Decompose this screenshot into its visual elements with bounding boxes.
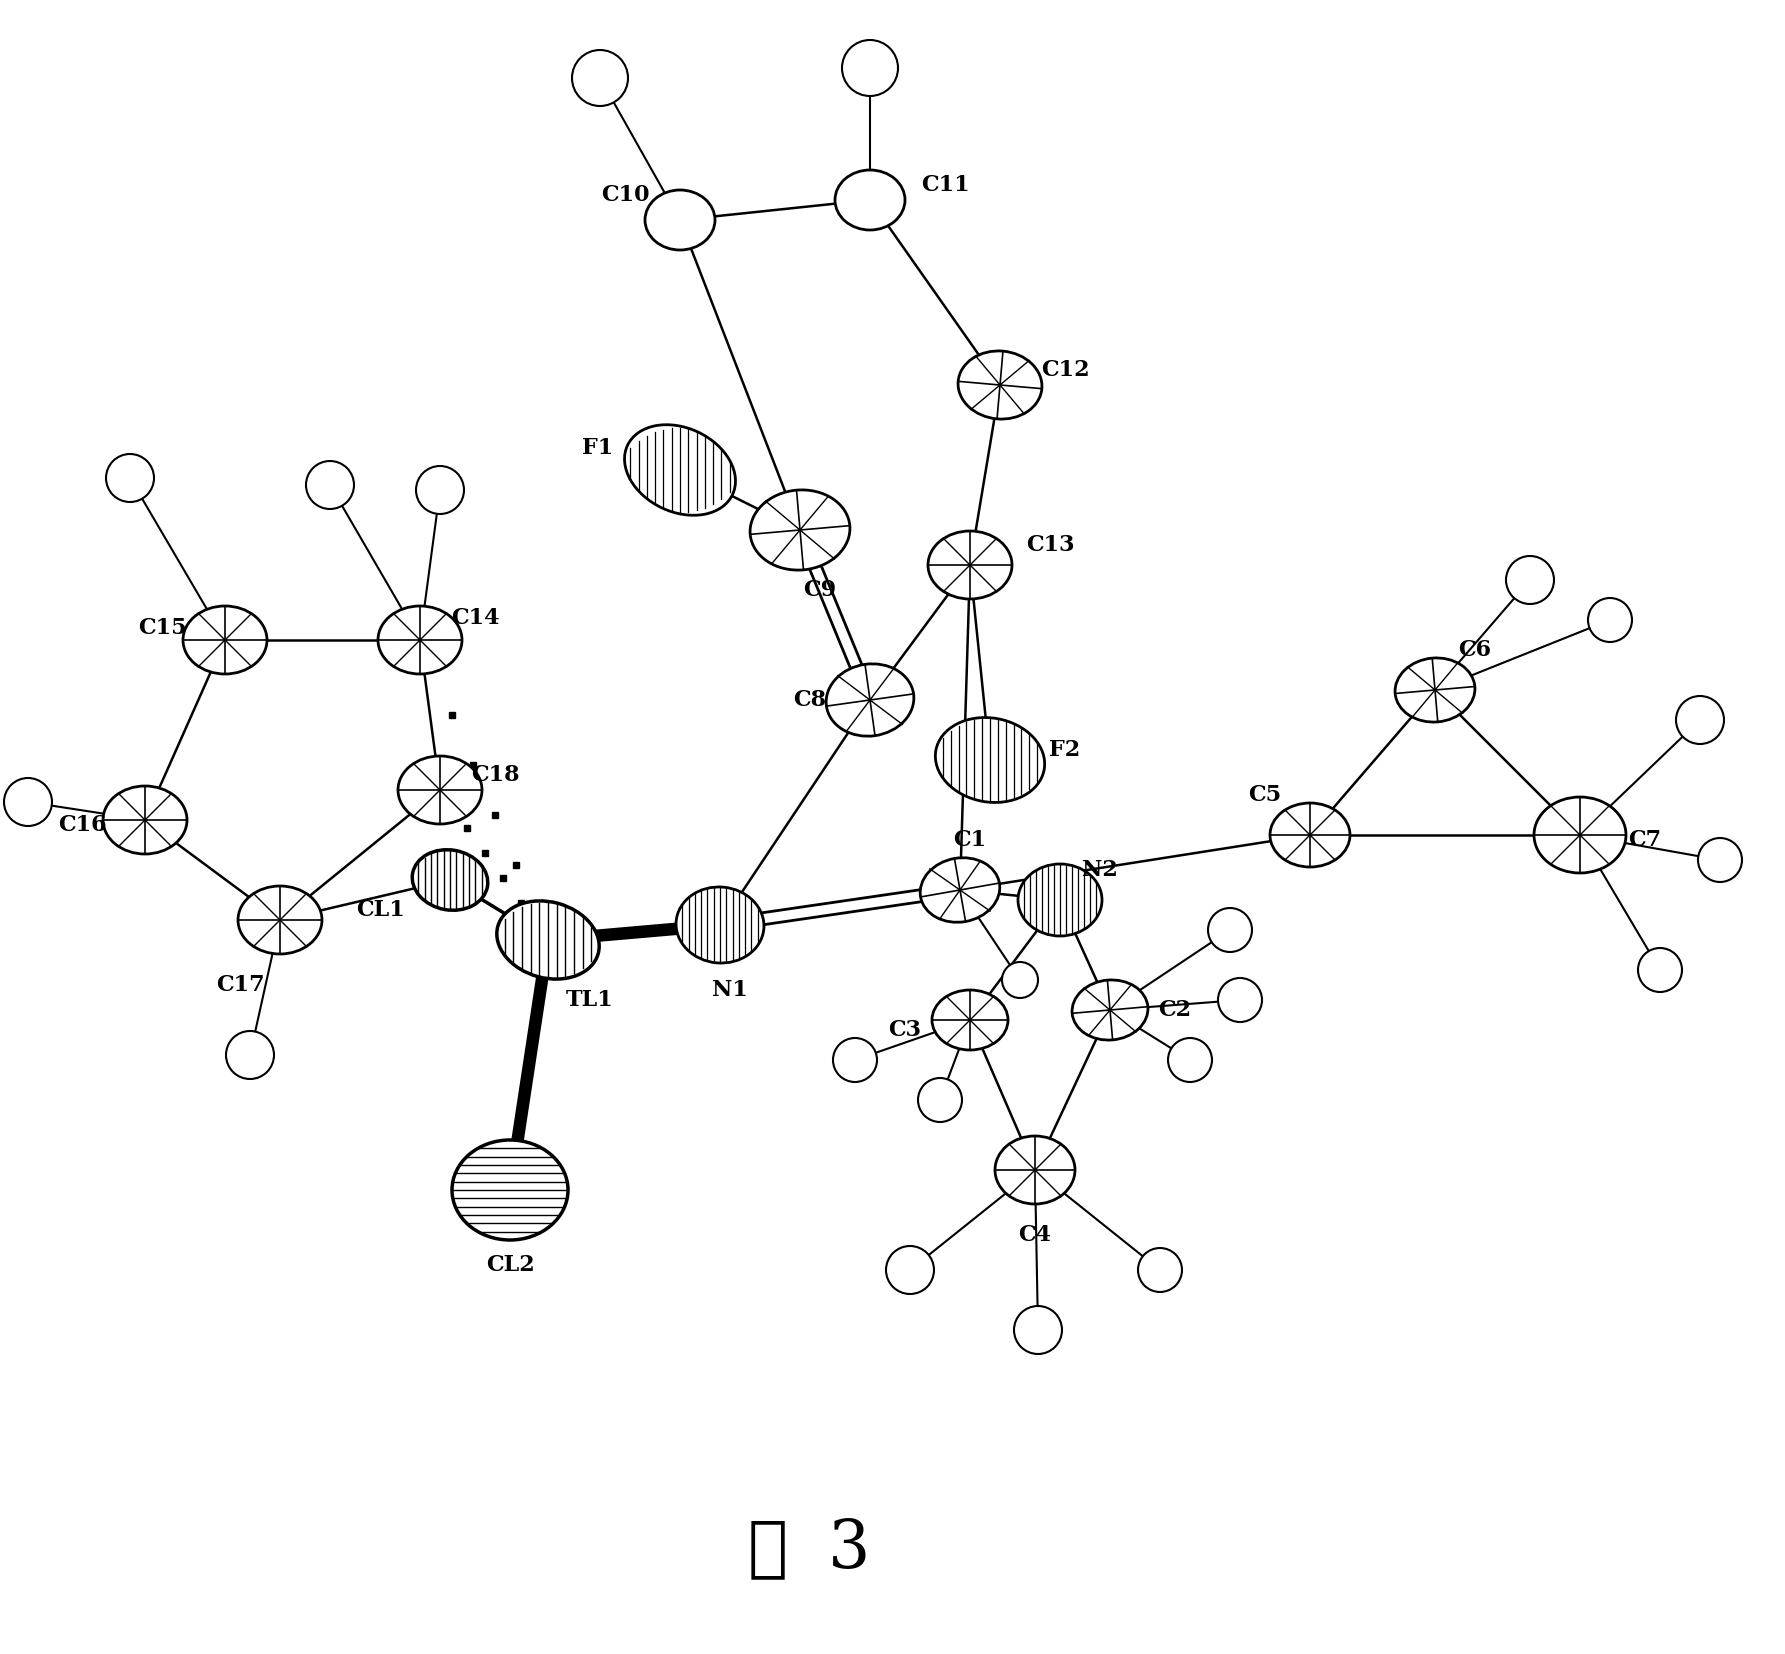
Text: C10: C10	[602, 184, 650, 207]
Ellipse shape	[1017, 863, 1101, 936]
Ellipse shape	[826, 663, 914, 736]
Ellipse shape	[4, 777, 52, 825]
Text: 3: 3	[828, 1517, 871, 1581]
Text: C2: C2	[1158, 999, 1192, 1021]
Ellipse shape	[1698, 839, 1742, 882]
Text: F2: F2	[1050, 739, 1080, 761]
Ellipse shape	[452, 1140, 568, 1240]
Ellipse shape	[932, 991, 1009, 1050]
Ellipse shape	[917, 1078, 962, 1121]
Text: C13: C13	[1026, 534, 1075, 556]
Ellipse shape	[843, 40, 898, 96]
Ellipse shape	[1639, 948, 1681, 992]
Ellipse shape	[921, 858, 1000, 923]
Ellipse shape	[1014, 1307, 1062, 1355]
Text: CL1: CL1	[355, 900, 405, 921]
Ellipse shape	[104, 786, 187, 853]
Text: C1: C1	[953, 829, 987, 852]
Text: C18: C18	[471, 764, 519, 786]
Ellipse shape	[227, 1030, 275, 1078]
Text: C9: C9	[803, 579, 837, 600]
Text: C17: C17	[216, 974, 264, 996]
Ellipse shape	[1139, 1249, 1182, 1292]
Ellipse shape	[184, 605, 268, 673]
Ellipse shape	[835, 170, 905, 230]
Ellipse shape	[1208, 908, 1251, 953]
Ellipse shape	[496, 901, 600, 979]
Ellipse shape	[959, 351, 1042, 418]
Ellipse shape	[398, 756, 482, 824]
Text: N1: N1	[712, 979, 748, 1001]
Ellipse shape	[750, 490, 850, 571]
Ellipse shape	[1167, 1039, 1212, 1082]
Text: C12: C12	[1041, 359, 1089, 380]
Ellipse shape	[1507, 556, 1555, 604]
Ellipse shape	[834, 1039, 876, 1082]
Ellipse shape	[935, 718, 1044, 802]
Ellipse shape	[677, 887, 764, 963]
Text: C11: C11	[921, 174, 969, 197]
Ellipse shape	[885, 1245, 934, 1293]
Ellipse shape	[1001, 963, 1039, 997]
Ellipse shape	[416, 466, 464, 514]
Text: C3: C3	[889, 1019, 921, 1040]
Ellipse shape	[625, 425, 735, 516]
Ellipse shape	[237, 887, 321, 954]
Ellipse shape	[1589, 599, 1631, 642]
Ellipse shape	[1533, 797, 1626, 873]
Text: C5: C5	[1248, 784, 1282, 805]
Text: F1: F1	[582, 437, 614, 460]
Text: CL2: CL2	[486, 1254, 534, 1275]
Text: C14: C14	[452, 607, 500, 629]
Text: C7: C7	[1628, 829, 1662, 852]
Text: C8: C8	[794, 690, 826, 711]
Ellipse shape	[1269, 802, 1349, 867]
Ellipse shape	[105, 453, 154, 503]
Ellipse shape	[412, 850, 487, 910]
Ellipse shape	[1073, 979, 1148, 1040]
Ellipse shape	[1396, 658, 1474, 723]
Ellipse shape	[378, 605, 462, 673]
Text: 图: 图	[748, 1517, 787, 1581]
Ellipse shape	[994, 1136, 1075, 1204]
Text: N2: N2	[1082, 858, 1117, 882]
Text: C15: C15	[137, 617, 186, 638]
Ellipse shape	[1676, 696, 1724, 744]
Text: C4: C4	[1019, 1224, 1051, 1245]
Text: C6: C6	[1458, 638, 1492, 662]
Ellipse shape	[1217, 978, 1262, 1022]
Ellipse shape	[571, 50, 628, 106]
Ellipse shape	[305, 461, 353, 509]
Ellipse shape	[644, 190, 716, 250]
Text: C16: C16	[57, 814, 107, 835]
Text: TL1: TL1	[566, 989, 614, 1011]
Ellipse shape	[928, 531, 1012, 599]
